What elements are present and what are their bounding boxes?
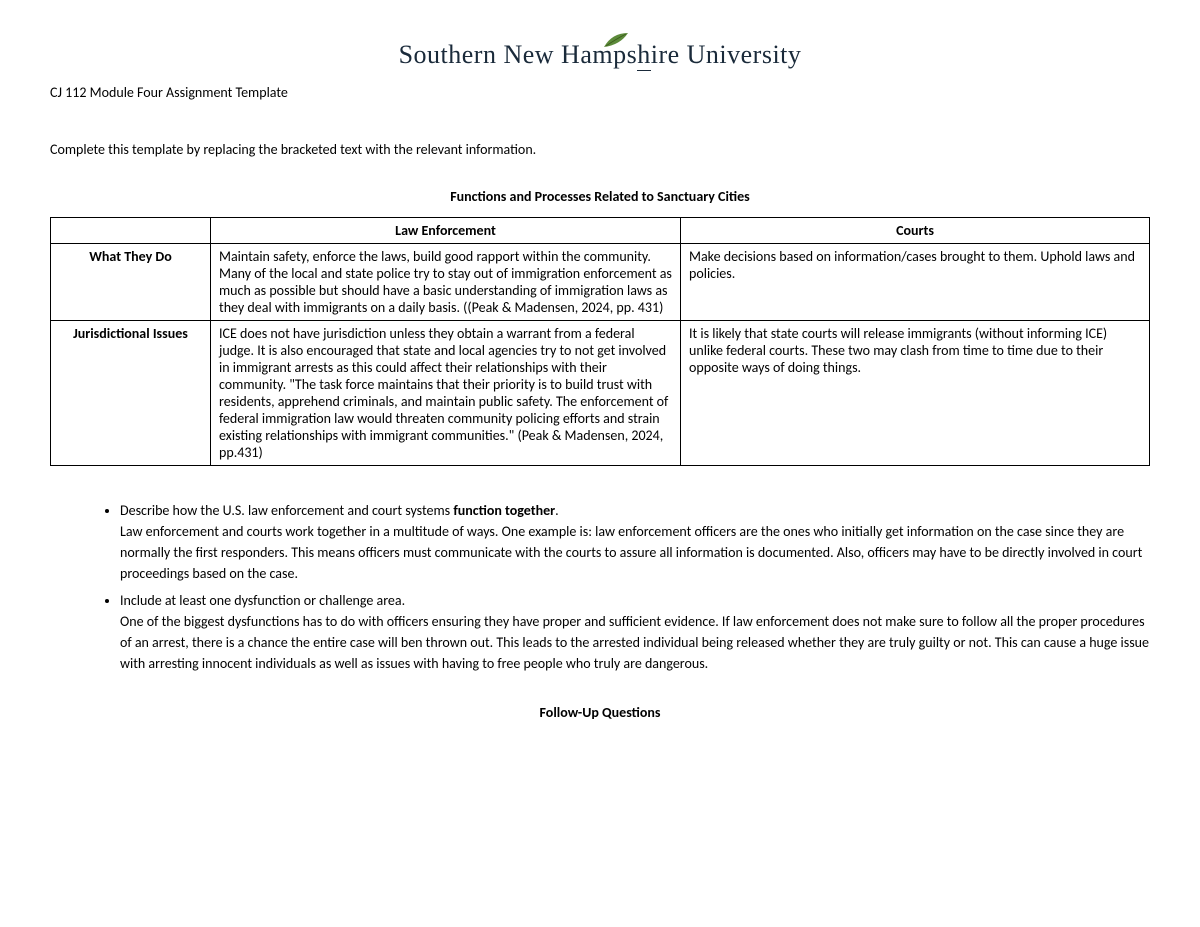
logo-mid: h <box>637 40 651 71</box>
cell-law: ICE does not have jurisdiction unless th… <box>211 321 681 466</box>
bullet-prompt: Include at least one dysfunction or chal… <box>120 592 405 609</box>
prompt-bold: function together <box>453 502 555 519</box>
prompt-pre: Include at least one dysfunction or chal… <box>120 592 405 609</box>
bullet-prompt: Describe how the U.S. law enforcement an… <box>120 502 559 519</box>
header-law-enforcement: Law Enforcement <box>211 218 681 244</box>
instruction-text: Complete this template by replacing the … <box>50 141 1150 158</box>
header-courts: Courts <box>681 218 1150 244</box>
cell-courts: Make decisions based on information/case… <box>681 244 1150 321</box>
table-row: What They Do Maintain safety, enforce th… <box>51 244 1150 321</box>
list-item: Describe how the U.S. law enforcement an… <box>120 500 1150 584</box>
table-header-row: Law Enforcement Courts <box>51 218 1150 244</box>
logo-text: Southern New Hampshire University <box>399 40 802 70</box>
header-blank <box>51 218 211 244</box>
bullet-answer: One of the biggest dysfunctions has to d… <box>120 613 1149 672</box>
row-label: What They Do <box>51 244 211 321</box>
leaf-icon <box>602 26 630 56</box>
table-row: Jurisdictional Issues ICE does not have … <box>51 321 1150 466</box>
functions-table: Law Enforcement Courts What They Do Main… <box>50 217 1150 466</box>
cell-law: Maintain safety, enforce the laws, build… <box>211 244 681 321</box>
bullet-list: Describe how the U.S. law enforcement an… <box>50 500 1150 674</box>
prompt-pre: Describe how the U.S. law enforcement an… <box>120 502 453 519</box>
document-title: CJ 112 Module Four Assignment Template <box>50 84 1150 101</box>
logo-right: ire University <box>651 40 802 69</box>
section-heading: Functions and Processes Related to Sanct… <box>50 188 1150 205</box>
university-logo: Southern New Hampshire University <box>50 40 1150 70</box>
row-label: Jurisdictional Issues <box>51 321 211 466</box>
list-item: Include at least one dysfunction or chal… <box>120 590 1150 674</box>
cell-courts: It is likely that state courts will rele… <box>681 321 1150 466</box>
followup-heading: Follow-Up Questions <box>50 704 1150 721</box>
prompt-post: . <box>555 502 559 519</box>
bullet-answer: Law enforcement and courts work together… <box>120 523 1142 582</box>
